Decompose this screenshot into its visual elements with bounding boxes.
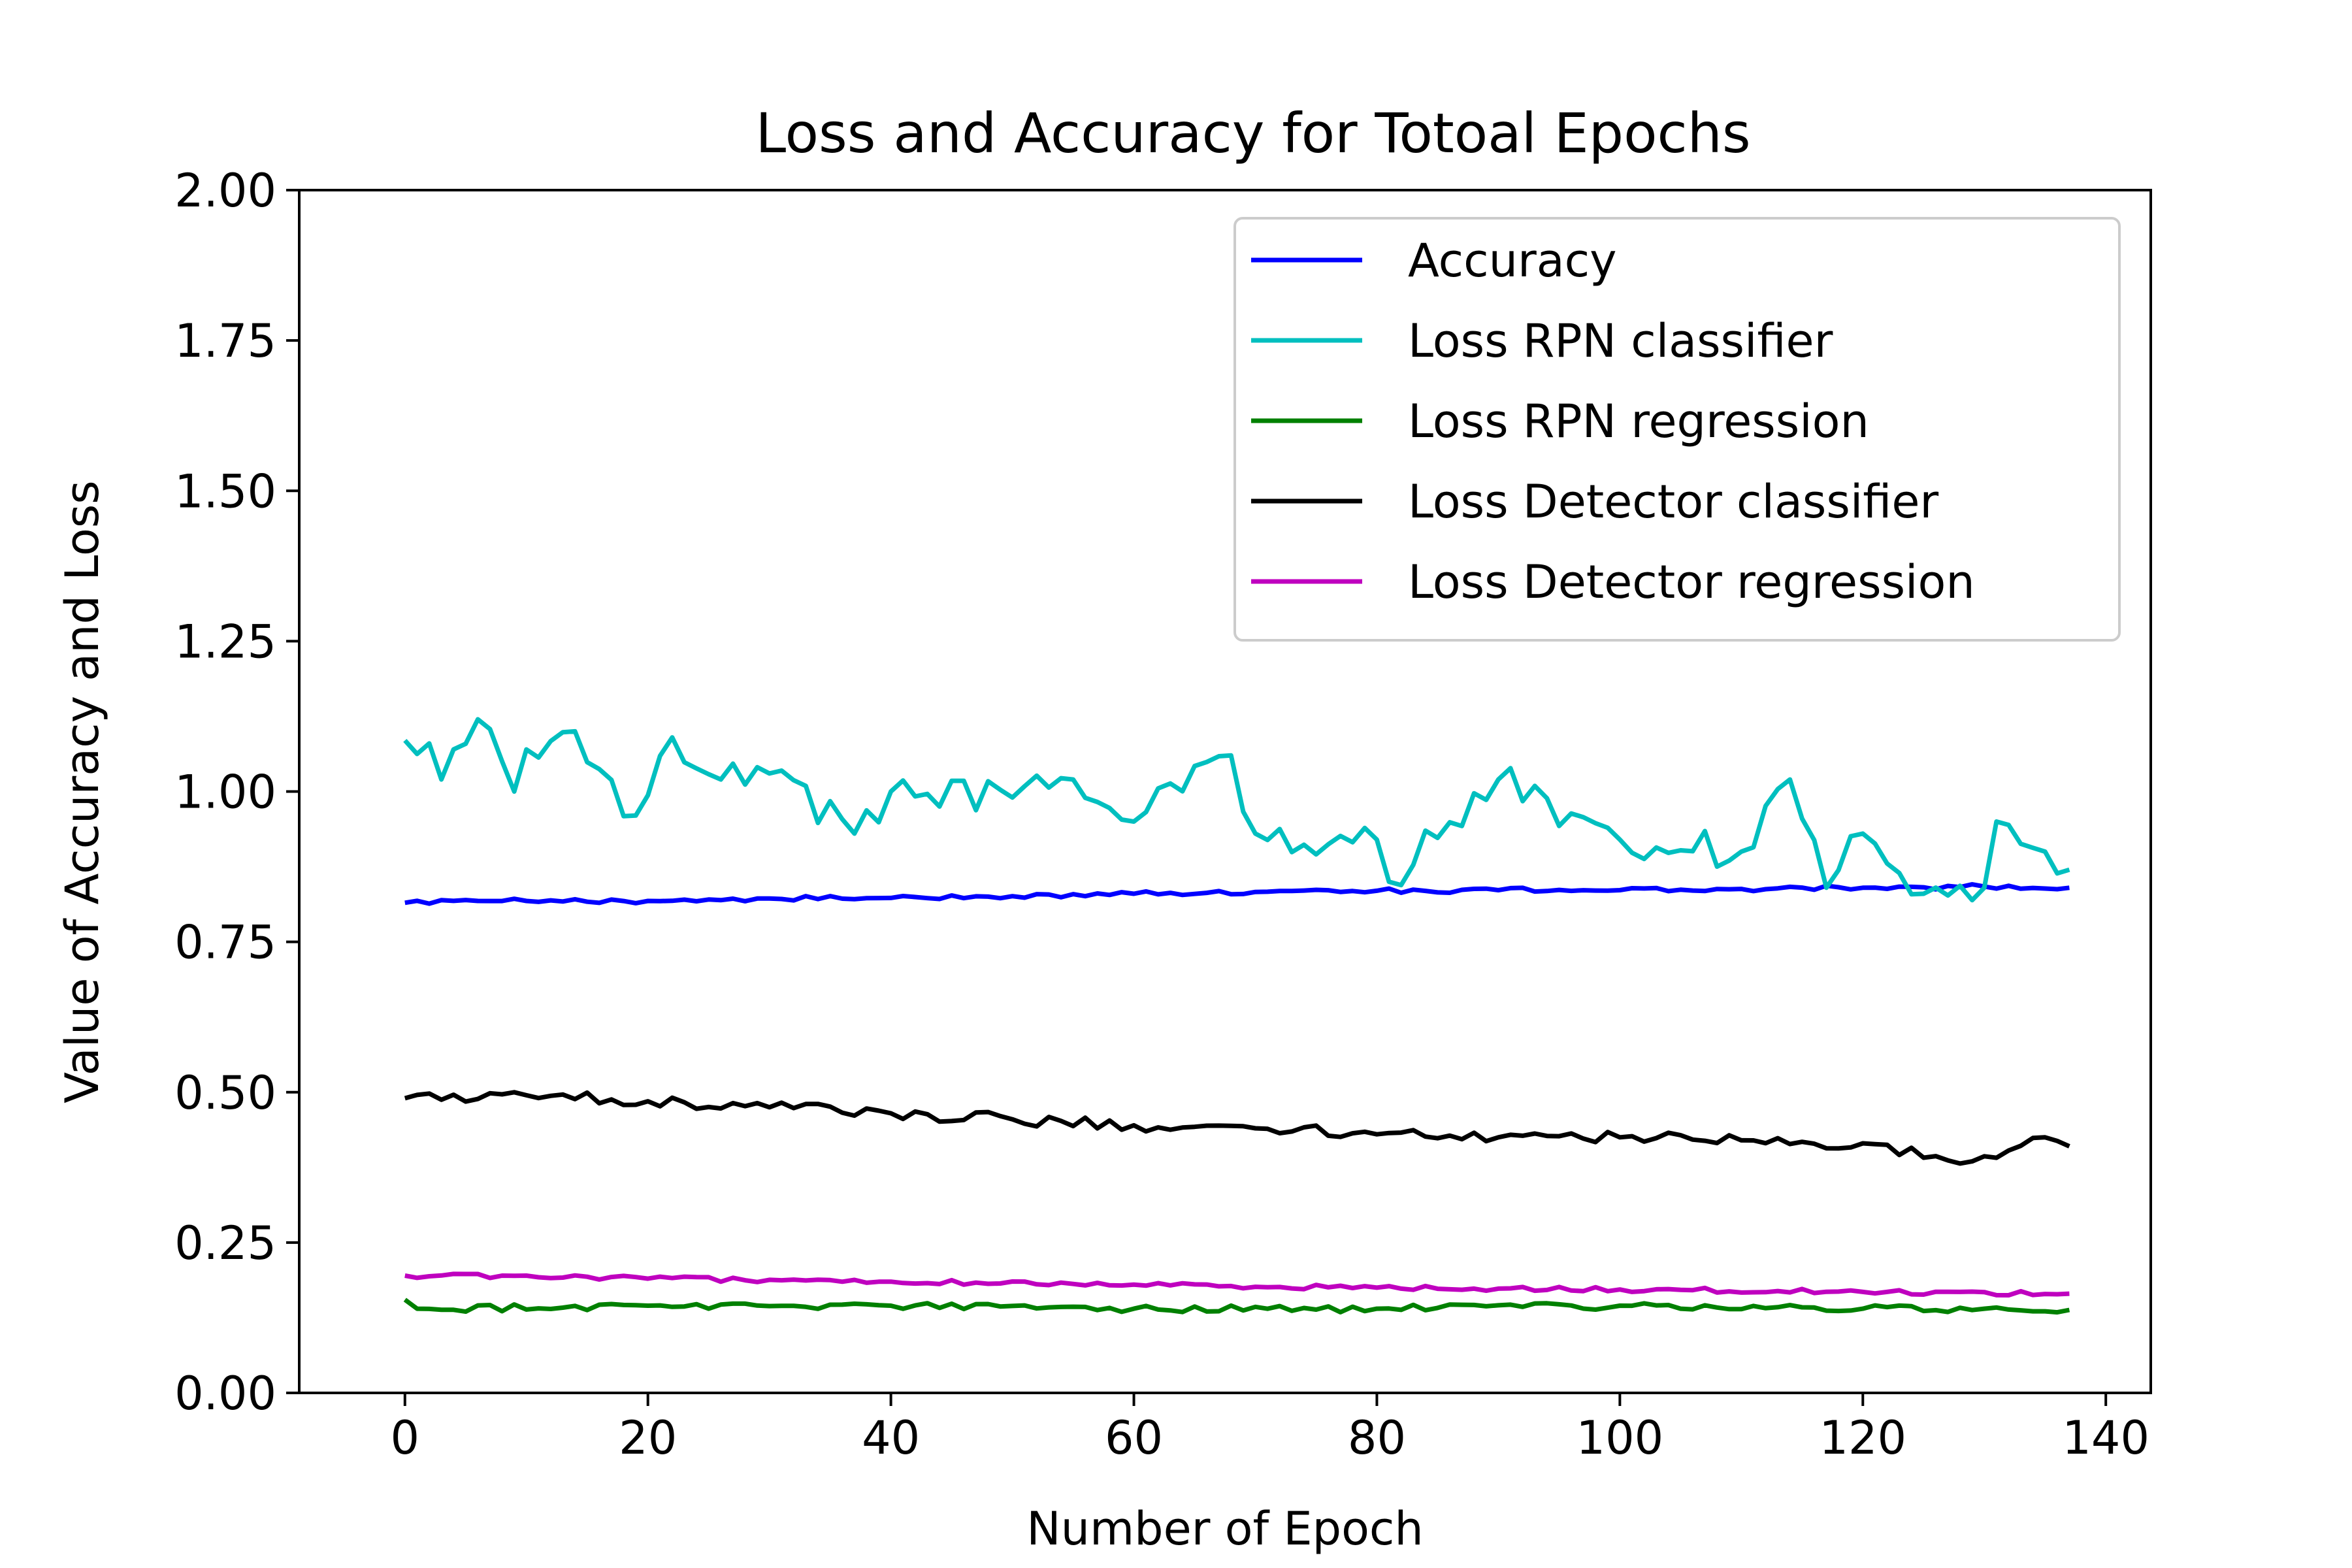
x-tick-label: 20 [619, 1411, 677, 1465]
y-tick-label: 1.50 [174, 465, 276, 518]
series-line [404, 1090, 2070, 1166]
y-tick-label: 0.00 [174, 1367, 276, 1420]
y-tick-label: 1.25 [174, 615, 276, 668]
y-tick-label: 1.75 [174, 314, 276, 368]
x-tick-label: 80 [1348, 1411, 1406, 1465]
y-tick-label: 2.00 [174, 164, 276, 218]
y-axis-label: Value of Accuracy and Loss [56, 480, 109, 1103]
chart-title: Loss and Accuracy for Totoal Epochs [755, 101, 1750, 165]
legend: Accuracy Loss RPN classifier Loss RPN regr… [1233, 217, 2121, 642]
x-tick-label: 0 [391, 1411, 420, 1465]
series-line [404, 882, 2070, 906]
legend-box [1233, 217, 2121, 642]
y-axis-ticks: 0.00 0.25 0.50 0.75 1.00 1.25 1.50 1.75 2.00 [174, 164, 299, 1420]
y-tick-label: 0.50 [174, 1066, 276, 1120]
x-tick-label: 40 [862, 1411, 920, 1465]
y-tick-label: 0.25 [174, 1217, 276, 1270]
legend-label: Loss RPN regression [1408, 395, 1869, 448]
legend-label: Accuracy [1408, 234, 1617, 287]
y-tick-label: 0.75 [174, 916, 276, 970]
x-axis-ticks: 0 20 40 60 80 100 120 140 [391, 1393, 2149, 1465]
series-line [404, 1271, 2070, 1298]
legend-label: Loss RPN classifier [1408, 314, 1833, 368]
x-tick-label: 140 [2062, 1411, 2149, 1465]
plot-series [403, 717, 2070, 1315]
legend-label: Loss Detector regression [1408, 555, 1975, 609]
x-tick-label: 120 [1819, 1411, 1906, 1465]
x-axis-label: Number of Epoch [1026, 1502, 1424, 1556]
x-tick-label: 60 [1105, 1411, 1163, 1465]
y-tick-label: 1.00 [174, 766, 276, 819]
series-line [403, 1298, 2070, 1315]
legend-label: Loss Detector classifier [1408, 475, 1938, 529]
series-line [403, 717, 2070, 903]
x-tick-label: 100 [1576, 1411, 1664, 1465]
